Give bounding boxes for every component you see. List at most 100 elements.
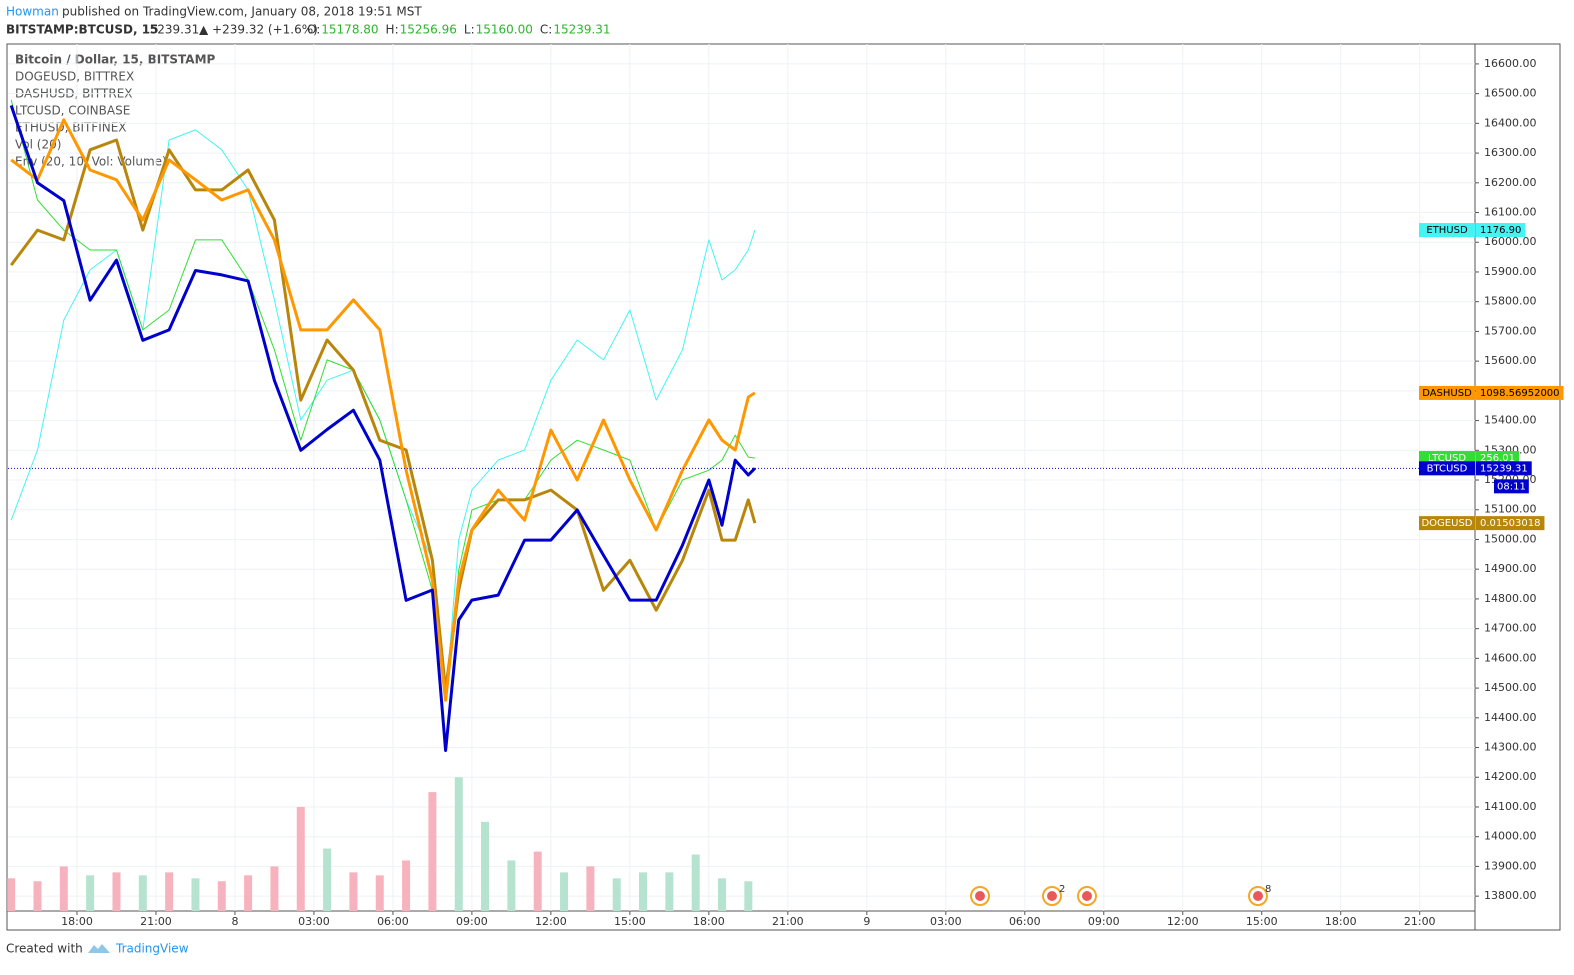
legend-entry: Bitcoin / Dollar, 15, BITSTAMP: [15, 53, 216, 67]
series-line: [9, 105, 756, 752]
x-tick-label: 21:00: [1404, 915, 1436, 928]
change: ▲ +239.32 (+1.6%): [199, 23, 318, 37]
ohlc-value: 15160.00: [476, 23, 533, 37]
grid: [8, 44, 1475, 911]
tag-countdown-bg: [1494, 479, 1529, 494]
x-tick-label: 06:00: [1009, 915, 1041, 928]
volume-bar: [586, 866, 595, 911]
tag-name: DASHUSD: [1422, 388, 1472, 399]
ohlc-key: H:: [386, 23, 399, 37]
legend-entry: LTCUSD, COINBASE: [15, 104, 130, 118]
event-icon-inner: [975, 891, 985, 901]
last: 15239.31: [142, 23, 199, 37]
volume-bar: [560, 872, 569, 911]
volume-bar: [375, 875, 384, 911]
y-tick-label: 16100.00: [1484, 206, 1537, 219]
ohlc-value: 15256.96: [400, 23, 457, 37]
volume-bar: [533, 851, 542, 911]
x-tick-label: 18:00: [693, 915, 725, 928]
volume-bar: [402, 860, 411, 911]
x-tick-label: 12:00: [1167, 915, 1199, 928]
event-icon-inner: [1047, 891, 1057, 901]
x-tick-label: 21:00: [140, 915, 172, 928]
volume-bar: [191, 878, 200, 911]
y-tick-label: 14600.00: [1484, 651, 1537, 664]
volume-bar: [59, 866, 68, 911]
y-tick-label: 15800.00: [1484, 295, 1537, 308]
tag-countdown: 08:11: [1497, 481, 1526, 492]
y-tick-label: 14800.00: [1484, 592, 1537, 605]
x-tick-label: 09:00: [1088, 915, 1120, 928]
y-tick-label: 14300.00: [1484, 741, 1537, 754]
y-tick-label: 14500.00: [1484, 681, 1537, 694]
volume-bar: [481, 821, 490, 911]
ohlc-key: O:: [307, 23, 320, 37]
tag-value: 256.01: [1480, 453, 1515, 464]
volume-bar: [217, 881, 226, 911]
tag-name: ETHUSD: [1426, 225, 1468, 236]
volume-bar: [138, 875, 147, 911]
tag-value: 1098.56952000: [1480, 388, 1560, 399]
series-line: [10, 129, 756, 701]
y-tick-label: 14200.00: [1484, 770, 1537, 783]
volume-bar: [507, 860, 516, 911]
series-line: [10, 118, 756, 702]
x-tick-label: 03:00: [298, 915, 330, 928]
x-tick-label: 21:00: [772, 915, 804, 928]
volume-bar: [244, 875, 253, 911]
y-tick-label: 13800.00: [1484, 889, 1537, 902]
event-icon-inner: [1082, 891, 1092, 901]
x-tick-label: 03:00: [930, 915, 962, 928]
tag-value-bg: [1476, 461, 1532, 476]
volume-bar: [112, 872, 121, 911]
x-tick-label: 15:00: [1246, 915, 1278, 928]
tag-name-bg: [1419, 223, 1475, 238]
y-tick-label: 15600.00: [1484, 354, 1537, 367]
ohlc-key: C:: [540, 23, 552, 37]
volume-bar: [323, 848, 332, 911]
y-tick-label: 14400.00: [1484, 711, 1537, 724]
event-count: 2: [1059, 884, 1065, 895]
x-tick-label: 9: [863, 915, 870, 928]
tag-value-bg: [1476, 516, 1545, 531]
volume-bar: [296, 806, 305, 911]
footer-brand[interactable]: TradingView: [115, 942, 189, 956]
event-count: 8: [1265, 884, 1271, 895]
volume-bar: [7, 878, 16, 911]
x-tick-label: 15:00: [614, 915, 646, 928]
x-tick-label: 8: [231, 915, 238, 928]
y-tick-label: 14100.00: [1484, 800, 1537, 813]
series-line: [10, 138, 757, 692]
y-tick-label: 16300.00: [1484, 146, 1537, 159]
y-tick-label: 14900.00: [1484, 562, 1537, 575]
ohlc-value: 15178.80: [321, 23, 378, 37]
x-tick-label: 09:00: [456, 915, 488, 928]
author[interactable]: Howman: [6, 5, 59, 19]
tag-name: BTCUSD: [1427, 463, 1468, 474]
logo: [88, 944, 110, 953]
y-tick-label: 15000.00: [1484, 532, 1537, 545]
y-tick-label: 15900.00: [1484, 265, 1537, 278]
x-tick-label: 12:00: [535, 915, 567, 928]
y-tick-label: 16000.00: [1484, 235, 1537, 248]
tag-value: 15239.31: [1480, 463, 1528, 474]
volume-bar: [454, 777, 463, 911]
y-tick-label: 15400.00: [1484, 414, 1537, 427]
volume-bar: [165, 872, 174, 911]
x-tick-label: 18:00: [61, 915, 93, 928]
volume-bar: [270, 866, 279, 911]
ohlc-key: L:: [464, 23, 475, 37]
published: published on TradingView.com, January 08…: [62, 5, 422, 19]
volume-bar: [639, 872, 648, 911]
x-tick-label: 18:00: [1325, 915, 1357, 928]
volume-bar: [612, 878, 621, 911]
footer-created: Created with: [6, 942, 83, 956]
frame: [6, 43, 1561, 931]
tag-value-bg: [1476, 223, 1526, 238]
tag-name: DOGEUSD: [1421, 518, 1472, 529]
symbol: BITSTAMP:BTCUSD, 15: [6, 23, 158, 37]
y-tick-label: 16500.00: [1484, 87, 1537, 100]
volume-bar: [665, 872, 674, 911]
